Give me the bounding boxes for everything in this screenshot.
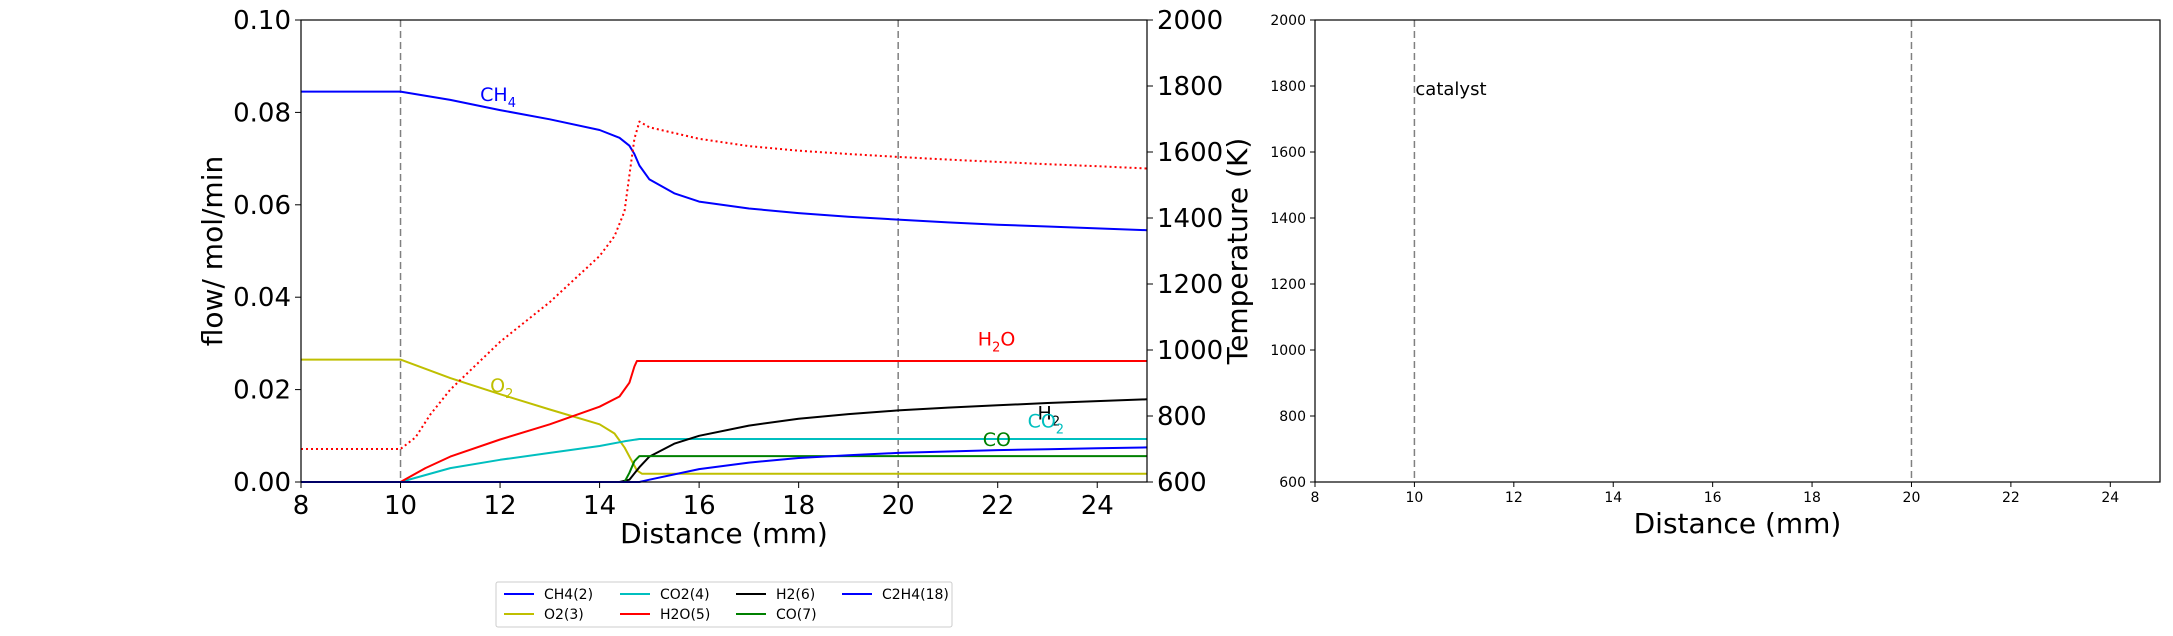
y2-tick-label: 1600 (1157, 138, 1223, 168)
x-tick-label: 20 (1903, 490, 1921, 506)
species-annotation: H2 (1038, 403, 1061, 430)
series-line-temperature (301, 120, 1148, 450)
species-annotation: O2 (490, 375, 513, 402)
series-line-c2h4-18 (301, 446, 1148, 483)
y-tick-label: 800 (1279, 409, 1306, 425)
y2-tick-label: 600 (1157, 468, 1207, 498)
y-tick-label: 0.00 (233, 468, 291, 498)
series-line-h2o-5 (301, 360, 1147, 483)
series-line-co2-4 (301, 438, 1147, 483)
y-tick-label: 1200 (1270, 277, 1306, 293)
species-annotation: CH4 (480, 84, 516, 111)
y-tick-label: 0.04 (233, 283, 291, 313)
legend-frame (495, 581, 953, 628)
legend-label-o2-3: O2(3) (544, 607, 584, 623)
x-tick-label: 22 (2002, 490, 2020, 506)
x-tick-label: 8 (293, 491, 310, 521)
series-line-o2-3 (301, 358, 1147, 475)
y2-tick-label: 800 (1157, 402, 1207, 432)
series-line-ch4-2 (301, 90, 1148, 232)
y-tick-label: 0.06 (233, 191, 291, 221)
x-tick-label: 20 (882, 491, 915, 521)
legend-label-h2-6: H2(6) (776, 587, 815, 603)
species-annotation: CO (983, 429, 1011, 451)
y-tick-label: 600 (1279, 475, 1306, 491)
y2-tick-label: 1400 (1157, 204, 1223, 234)
x-tick-label: 16 (1704, 490, 1722, 506)
species-annotation: H2O (978, 329, 1016, 356)
species-annotation: CO2 (1028, 410, 1065, 437)
x-tick-label: 8 (1311, 490, 1320, 506)
x-tick-label: 24 (2101, 490, 2119, 506)
x-tick-label: 14 (583, 491, 616, 521)
chart-left-panel: 8 10 12 14 16 18 20 22 24 0.00 0.02 0.04 0.06 0.08 0.1… (196, 6, 1254, 550)
catalyst-annotation: catalyst (1415, 79, 1486, 100)
x-tick-label: 14 (1604, 490, 1622, 506)
series-line-co-7 (301, 455, 1147, 483)
y2-tick-label: 1000 (1157, 336, 1223, 366)
y-tick-label: 1400 (1270, 211, 1306, 227)
plot-frame (1314, 19, 2161, 483)
y-axis-label: flow/ mol/min (196, 156, 229, 346)
legend-label-co2-4: CO2(4) (660, 587, 710, 603)
legend: CH4(2) O2(3) CO2(4) H2O(5) H2(6) CO(7) C2H4(18… (495, 581, 953, 628)
legend-label-ch4-2: CH4(2) (544, 587, 593, 603)
x-tick-label: 12 (1505, 490, 1523, 506)
x-tick-label: 24 (1081, 491, 1114, 521)
legend-label-h2o-5: H2O(5) (660, 607, 710, 623)
x-tick-label: 18 (782, 491, 815, 521)
y-tick-label: 2000 (1270, 13, 1306, 29)
x-tick-label: 18 (1803, 490, 1821, 506)
x-axis-label: Distance (mm) (1634, 507, 1842, 540)
x-tick-label: 22 (981, 491, 1014, 521)
y-tick-label: 1800 (1270, 79, 1306, 95)
y-tick-label: 0.02 (233, 376, 291, 406)
x-tick-label: 16 (683, 491, 716, 521)
series-line-h2-6 (301, 398, 1148, 483)
x-tick-label: 10 (384, 491, 417, 521)
chart-right-panel: 8 10 12 14 16 18 20 22 24 600 800 1000 1200 1400 1600 1… (1270, 13, 2161, 540)
y2-tick-label: 1800 (1157, 72, 1223, 102)
plot-frame (300, 19, 1148, 483)
y-tick-label: 0.10 (233, 6, 291, 36)
y-tick-label: 0.08 (233, 98, 291, 128)
y-tick-label: 1000 (1270, 343, 1306, 359)
x-tick-label: 10 (1405, 490, 1423, 506)
x-tick-label: 12 (484, 491, 517, 521)
legend-label-c2h4-18: C2H4(18) (882, 587, 949, 603)
legend-label-co-7: CO(7) (776, 607, 817, 623)
y2-tick-label: 2000 (1157, 6, 1223, 36)
y-tick-label: 1600 (1270, 145, 1306, 161)
x-axis-label: Distance (mm) (620, 517, 828, 550)
y2-tick-label: 1200 (1157, 270, 1223, 300)
y2-axis-label: Temperature (K) (1221, 138, 1254, 365)
